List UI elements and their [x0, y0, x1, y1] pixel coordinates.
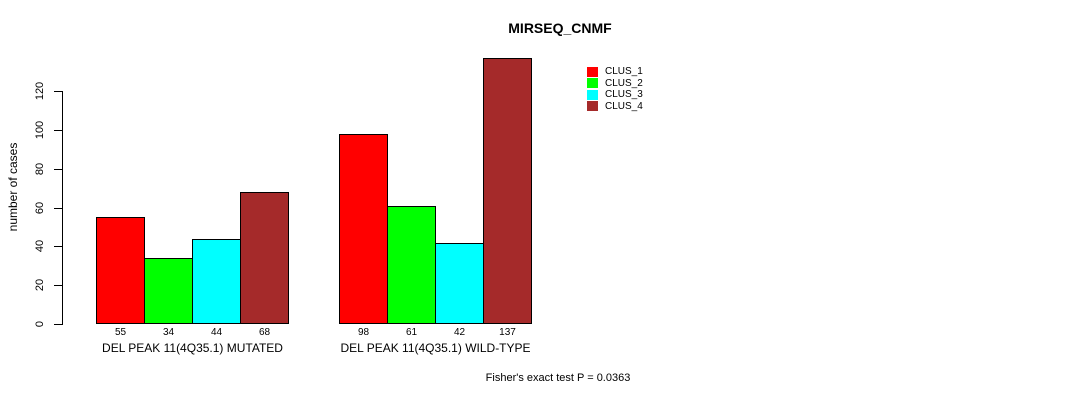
legend-swatch: [587, 66, 598, 77]
legend-item-clus_1: CLUS_1: [587, 66, 643, 77]
y-tick-mark: [54, 169, 63, 170]
group-label: DEL PEAK 11(4Q35.1) WILD-TYPE: [340, 341, 531, 355]
legend-label: CLUS_3: [605, 89, 643, 100]
legend-swatch: [587, 101, 598, 111]
legend-item-clus_2: CLUS_2: [587, 78, 643, 89]
y-tick-mark: [54, 130, 63, 131]
bar-value-label: 98: [357, 327, 370, 338]
group-label: DEL PEAK 11(4Q35.1) MUTATED: [102, 341, 283, 355]
bar-clus_4-group2: [483, 58, 532, 324]
legend-item-clus_3: CLUS_3: [587, 89, 643, 100]
y-tick-label: 100: [34, 120, 46, 140]
y-tick-label: 20: [34, 279, 46, 292]
bar-value-label: 68: [258, 327, 271, 338]
y-tick-label: 0: [34, 320, 46, 328]
y-tick-label: 40: [34, 240, 46, 253]
bar-clus_3-group2: [435, 243, 484, 324]
bar-value-label: 137: [499, 327, 516, 338]
bar-value-label: 61: [405, 327, 418, 338]
legend-label: CLUS_1: [605, 66, 643, 77]
bar-value-label: 44: [210, 327, 223, 338]
y-tick-label: 120: [34, 82, 46, 101]
y-axis-label: number of cases: [6, 142, 20, 232]
y-tick-mark: [54, 208, 63, 209]
bar-clus_3-group1: [192, 239, 241, 324]
bar-value-label: 34: [162, 327, 175, 338]
legend-label: CLUS_4: [605, 100, 643, 112]
chart-title: MIRSEQ_CNMF: [508, 20, 612, 36]
legend-label: CLUS_2: [605, 77, 643, 89]
bar-clus_4-group1: [240, 192, 289, 324]
y-tick-mark: [54, 324, 63, 325]
bar-clus_2-group1: [144, 258, 193, 324]
y-tick-label: 60: [34, 201, 46, 214]
bar-clus_1-group2: [339, 134, 388, 324]
legend-swatch: [587, 89, 598, 100]
y-tick-mark: [54, 91, 63, 92]
bar-value-label: 42: [453, 327, 466, 338]
legend-swatch: [587, 78, 598, 88]
y-tick-mark: [54, 246, 63, 247]
bar-clus_1-group1: [96, 217, 145, 324]
y-tick-mark: [54, 285, 63, 286]
bar-value-label: 55: [114, 327, 127, 338]
footnote: Fisher's exact test P = 0.0363: [485, 372, 631, 384]
y-tick-label: 80: [34, 162, 46, 175]
bar-clus_2-group2: [387, 206, 436, 324]
legend-item-clus_4: CLUS_4: [587, 101, 643, 112]
